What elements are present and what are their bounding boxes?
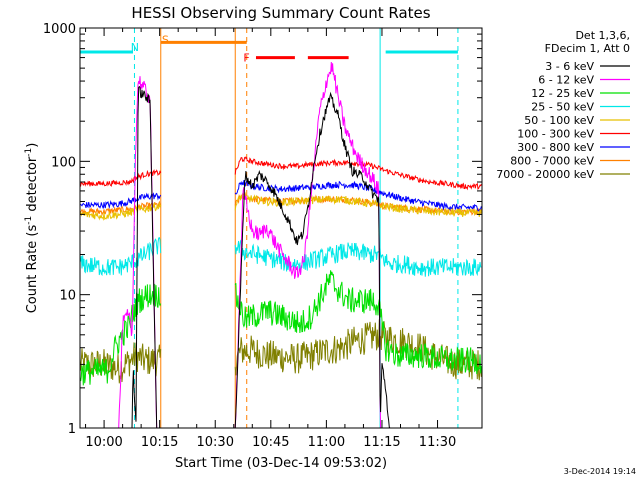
series-line-5	[234, 191, 482, 217]
legend-header-line-2: FDecim 1, Att 0	[545, 42, 630, 55]
y-label-end: )	[25, 143, 40, 148]
annotation-label: N	[131, 41, 139, 54]
legend-label: 100 - 300 keV	[517, 128, 594, 141]
legend-label: 7000 - 20000 keV	[496, 168, 594, 181]
render-timestamp: 3-Dec-2014 19:14	[564, 467, 636, 476]
series-line-7	[80, 192, 162, 210]
x-tick-label: 10:45	[252, 435, 289, 450]
x-tick-label: 10:15	[141, 435, 178, 450]
series-line-8	[80, 200, 162, 217]
x-tick-label: 11:15	[363, 435, 400, 450]
x-tick-label: 10:00	[85, 435, 122, 450]
series-line-1	[80, 85, 161, 428]
x-tick-label: 11:00	[308, 435, 345, 450]
legend-label: 3 - 6 keV	[545, 60, 594, 73]
chart-title: HESSI Observing Summary Count Rates	[131, 4, 430, 22]
annotation-label-layer: N S F	[131, 33, 250, 64]
series-line-2	[234, 61, 482, 428]
y-tick-label: 1	[68, 422, 76, 437]
series-line-5	[80, 202, 162, 222]
legend-header-line-1: Det 1,3,6,	[575, 29, 630, 42]
series-layer	[80, 61, 482, 428]
y-label-sup-1: -1	[24, 216, 34, 225]
x-tick-label: 10:30	[197, 435, 234, 450]
series-line-6	[234, 156, 482, 191]
series-line-9	[234, 319, 482, 381]
legend-label: 800 - 7000 keV	[510, 155, 594, 168]
plot-area: N S F	[80, 28, 482, 428]
y-tick-label: 100	[51, 155, 76, 170]
y-axis-label: Count Rate (s-1 detector-1)	[24, 143, 40, 314]
x-tick-label: 11:30	[419, 435, 456, 450]
series-line-4	[80, 237, 162, 277]
plot-frame	[79, 27, 483, 429]
series-line-6	[80, 169, 162, 187]
legend-label: 50 - 100 keV	[524, 114, 594, 127]
series-line-4	[234, 239, 482, 277]
legend-label: 25 - 50 keV	[531, 101, 594, 114]
y-tick-label: 10	[59, 289, 76, 304]
y-label-sup-2: -1	[24, 148, 34, 157]
y-tick-label: 1000	[43, 22, 76, 37]
legend-label: 300 - 800 keV	[517, 141, 594, 154]
series-line-7	[234, 179, 482, 212]
y-label-mid: detector	[25, 156, 40, 216]
series-line-2	[80, 76, 161, 428]
annotation-label: F	[243, 52, 249, 65]
legend-label: 12 - 25 keV	[531, 87, 594, 100]
x-axis-label: Start Time (03-Dec-14 09:53:02)	[175, 456, 387, 471]
annotation-label: S	[162, 33, 169, 46]
x-axis: 10:00 10:15 10:30 10:45 11:00 11:15 11:30	[85, 28, 456, 450]
y-label-main: Count Rate (s	[25, 225, 40, 314]
series-line-3	[80, 283, 162, 386]
legend-label: 6 - 12 keV	[538, 74, 594, 87]
series-line-3	[234, 270, 482, 374]
series-line-1	[234, 91, 482, 428]
y-axis: 1 10 100 1000	[43, 22, 482, 437]
